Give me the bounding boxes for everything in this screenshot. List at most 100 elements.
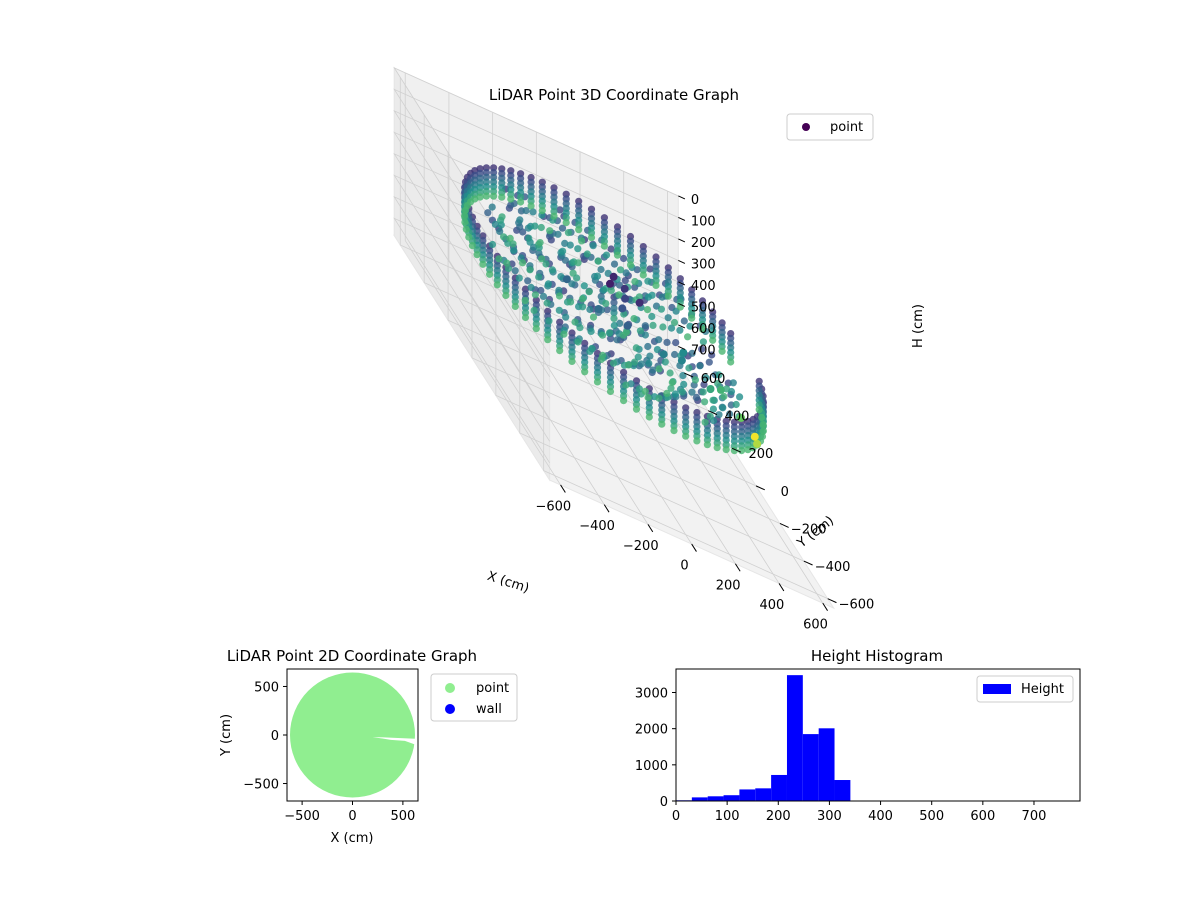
point-3d: [587, 234, 596, 242]
histogram-bar: [834, 780, 851, 801]
point-3d: [630, 315, 638, 323]
point-3d: [542, 260, 550, 268]
legend-histogram-swatch: [983, 684, 1011, 694]
x-tick-label-hist: 400: [868, 809, 893, 824]
point-3d: [653, 346, 662, 354]
y-tick-label-3d: 0: [781, 485, 789, 500]
y-tick-label-3d: −400: [815, 560, 851, 575]
x-tick-3d: [647, 524, 654, 533]
histogram-bar: [786, 675, 803, 801]
legend-2d-point-label: point: [476, 681, 509, 696]
x-tick-label-2d: −500: [284, 809, 320, 824]
point-3d: [610, 299, 618, 307]
point-3d: [600, 242, 609, 250]
point-3d: [655, 336, 663, 344]
point-3d: [543, 299, 551, 307]
point-3d: [473, 251, 481, 259]
point-3d-sample: [753, 439, 762, 448]
point-3d: [593, 272, 602, 280]
y-tick-label-3d: 400: [725, 410, 750, 425]
z-tick-3d: [678, 324, 686, 329]
point-3d: [726, 410, 734, 418]
point-3d: [476, 193, 484, 201]
z-tick-label-3d: 400: [691, 279, 716, 294]
point-3d: [649, 366, 657, 374]
point-3d: [720, 392, 728, 401]
point-3d: [486, 270, 494, 278]
point-3d: [657, 305, 666, 313]
legend-3d-label: point: [830, 120, 863, 135]
point-3d: [727, 358, 735, 366]
y-tick-3d: [803, 560, 813, 566]
point-3d: [708, 351, 716, 359]
x-tick-3d: [778, 583, 785, 592]
grid-x: [448, 92, 605, 505]
point-3d: [498, 213, 506, 221]
point-3d: [610, 304, 618, 312]
point-3d: [574, 338, 582, 346]
point-3d: [556, 206, 564, 214]
point-3d: [613, 336, 621, 344]
point-cloud-disc: [290, 672, 415, 798]
point-3d: [615, 291, 623, 299]
point-3d: [631, 278, 639, 286]
point-3d: [607, 245, 615, 253]
point-3d: [503, 259, 511, 267]
point-3d: [578, 295, 587, 303]
point-3d: [531, 222, 539, 230]
point-3d-sample: [737, 413, 746, 422]
point-3d: [643, 306, 652, 314]
point-3d: [579, 303, 587, 311]
point-3d: [645, 413, 653, 421]
point-3d: [509, 240, 517, 248]
point-3d: [698, 325, 707, 333]
point-3d: [602, 300, 610, 308]
point-3d: [468, 242, 476, 250]
grid-h: [393, 131, 679, 378]
point-3d: [698, 345, 706, 353]
histogram-bars: [676, 675, 1073, 801]
point-3d: [644, 342, 652, 351]
point-3d: [732, 400, 740, 409]
point-3d: [593, 378, 602, 386]
point-3d: [493, 281, 501, 289]
point-3d: [583, 250, 591, 258]
point-3d: [610, 321, 618, 330]
point-3d: [616, 266, 625, 274]
point-cloud-gap: [372, 736, 418, 746]
point-3d: [663, 389, 671, 397]
point-3d: [758, 413, 766, 422]
point-3d: [524, 277, 532, 285]
y-tick-label-2d: −500: [243, 778, 279, 793]
point-3d: [496, 227, 504, 235]
z-tick-label-3d: 200: [691, 236, 716, 251]
point-3d: [597, 265, 605, 274]
x-tick-label-hist: 100: [715, 809, 740, 824]
chart-3d-grid: [393, 67, 828, 604]
point-3d: [664, 292, 672, 300]
histogram-bar: [755, 788, 772, 801]
point-3d: [635, 385, 644, 393]
point-3d: [578, 237, 586, 245]
x-tick-label-3d: 0: [680, 559, 688, 574]
point-3d-sample: [609, 272, 618, 281]
point-3d: [646, 352, 654, 360]
y-tick-3d: [684, 372, 694, 378]
point-3d: [519, 259, 527, 267]
point-3d: [667, 324, 676, 332]
point-3d: [465, 233, 473, 241]
point-3d: [652, 281, 660, 289]
point-3d: [636, 327, 645, 335]
point-3d-sample: [635, 298, 644, 307]
point-3d: [759, 421, 767, 429]
point-3d: [559, 247, 567, 255]
x-tick-label-hist: 200: [766, 809, 791, 824]
point-3d: [554, 230, 562, 238]
point-3d: [567, 298, 575, 306]
z-tick-label-3d: 0: [691, 193, 699, 208]
chart-2d-ticks: −500 0 500 500 0 −500: [243, 680, 415, 824]
point-3d: [688, 388, 696, 396]
point-3d: [546, 227, 554, 235]
x-tick-label-hist: 300: [817, 809, 842, 824]
point-3d: [622, 328, 631, 337]
